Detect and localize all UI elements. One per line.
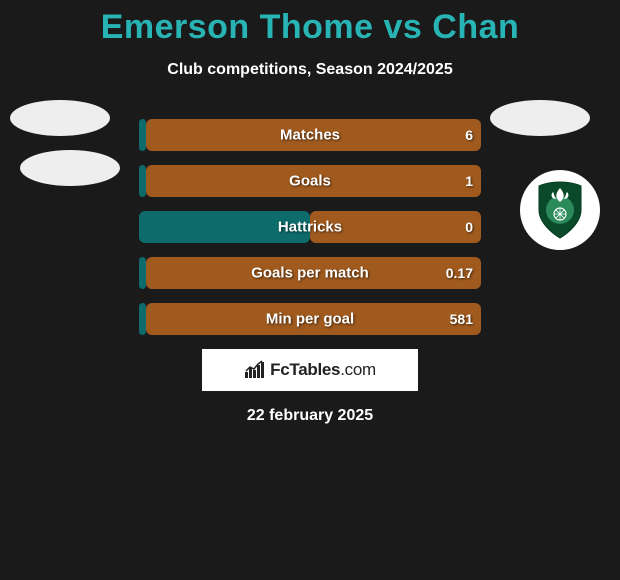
stat-value-right: 581 <box>450 311 473 327</box>
stat-bar-left <box>139 165 146 197</box>
stat-label: Goals per match <box>251 265 369 282</box>
subtitle: Club competitions, Season 2024/2025 <box>0 61 620 79</box>
stat-row: Goals 1 <box>139 165 481 197</box>
avatar-placeholder-icon <box>20 150 120 186</box>
stat-row: Goals per match 0.17 <box>139 257 481 289</box>
stat-value-right: 6 <box>465 127 473 143</box>
page-title: Emerson Thome vs Chan <box>0 0 620 47</box>
stat-value-right: 0.17 <box>446 265 473 281</box>
stat-label: Goals <box>289 173 331 190</box>
avatar-placeholder-icon <box>10 100 110 136</box>
stat-value-right: 1 <box>465 173 473 189</box>
stat-label: Min per goal <box>266 311 354 328</box>
stat-row: Matches 6 <box>139 119 481 151</box>
stat-bar-left <box>139 119 146 151</box>
stat-label: Matches <box>280 127 340 144</box>
date-text: 22 february 2025 <box>0 407 620 425</box>
brand-badge: FcTables.com <box>202 349 418 391</box>
stat-row: Hattricks 0 <box>139 211 481 243</box>
avatar-placeholder-icon <box>490 100 590 136</box>
comparison-stats: Matches 6 Goals 1 Hattricks 0 Goals per match 0… <box>139 119 481 335</box>
club-crest-icon <box>535 180 585 240</box>
bar-chart-icon <box>244 360 266 380</box>
brand-text: FcTables.com <box>270 360 376 380</box>
brand-main: FcTables <box>270 360 340 379</box>
stat-value-right: 0 <box>465 219 473 235</box>
player-left-club-avatar <box>20 150 120 250</box>
brand-suffix: .com <box>340 360 376 379</box>
stat-bar-left <box>139 257 146 289</box>
stat-row: Min per goal 581 <box>139 303 481 335</box>
stat-bar-left <box>139 303 146 335</box>
stat-label: Hattricks <box>278 219 342 236</box>
player-right-club-crest <box>510 170 610 270</box>
